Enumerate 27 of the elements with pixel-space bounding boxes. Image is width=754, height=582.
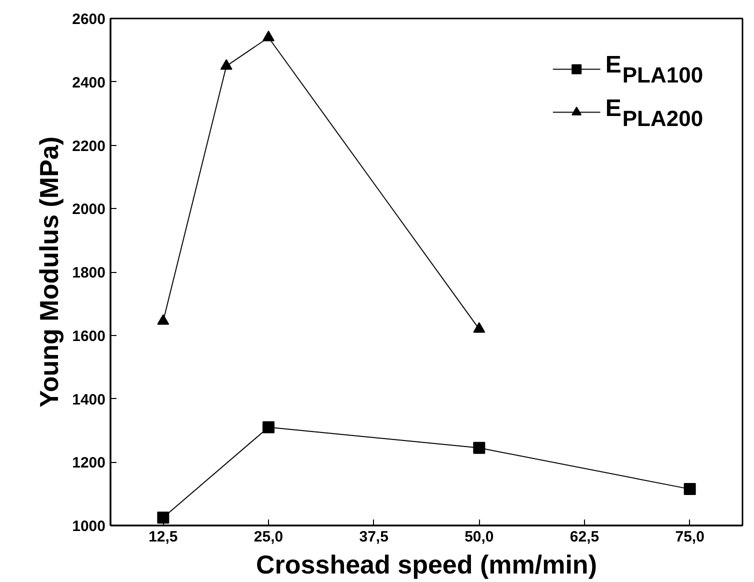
- y-tick-label: 1000: [72, 518, 106, 535]
- x-tick-label: 62,5: [570, 528, 600, 546]
- point: [262, 421, 274, 434]
- y-axis-title: Young Modulus (MPa): [34, 136, 64, 408]
- x-tick-label: 50,0: [464, 528, 494, 546]
- y-tick-label: 1800: [72, 264, 106, 282]
- point: [473, 442, 486, 454]
- y-tick-label: 1200: [72, 454, 106, 472]
- point: [473, 322, 486, 333]
- point: [262, 30, 274, 42]
- x-tick-label: 37,5: [359, 528, 388, 546]
- x-tick-label: 75,0: [675, 528, 704, 546]
- y-tick-label: 1400: [72, 391, 106, 408]
- x-tick-label: 25,0: [254, 528, 284, 546]
- x-axis-title: Crosshead speed (mm/min): [256, 550, 597, 580]
- y-tick-label: 2600: [72, 11, 106, 28]
- y-tick-label: 1600: [72, 328, 106, 345]
- legend-label: EPLA100: [605, 52, 704, 88]
- y-tick-label: 2400: [72, 74, 106, 92]
- point: [157, 512, 170, 524]
- y-tick-label: 2000: [72, 201, 106, 218]
- point: [220, 59, 232, 70]
- y-tick-label: 2200: [72, 138, 106, 155]
- point: [684, 483, 696, 496]
- point: [157, 314, 170, 325]
- x-tick-label: 12,5: [148, 528, 178, 546]
- legend-label: EPLA200: [605, 94, 704, 131]
